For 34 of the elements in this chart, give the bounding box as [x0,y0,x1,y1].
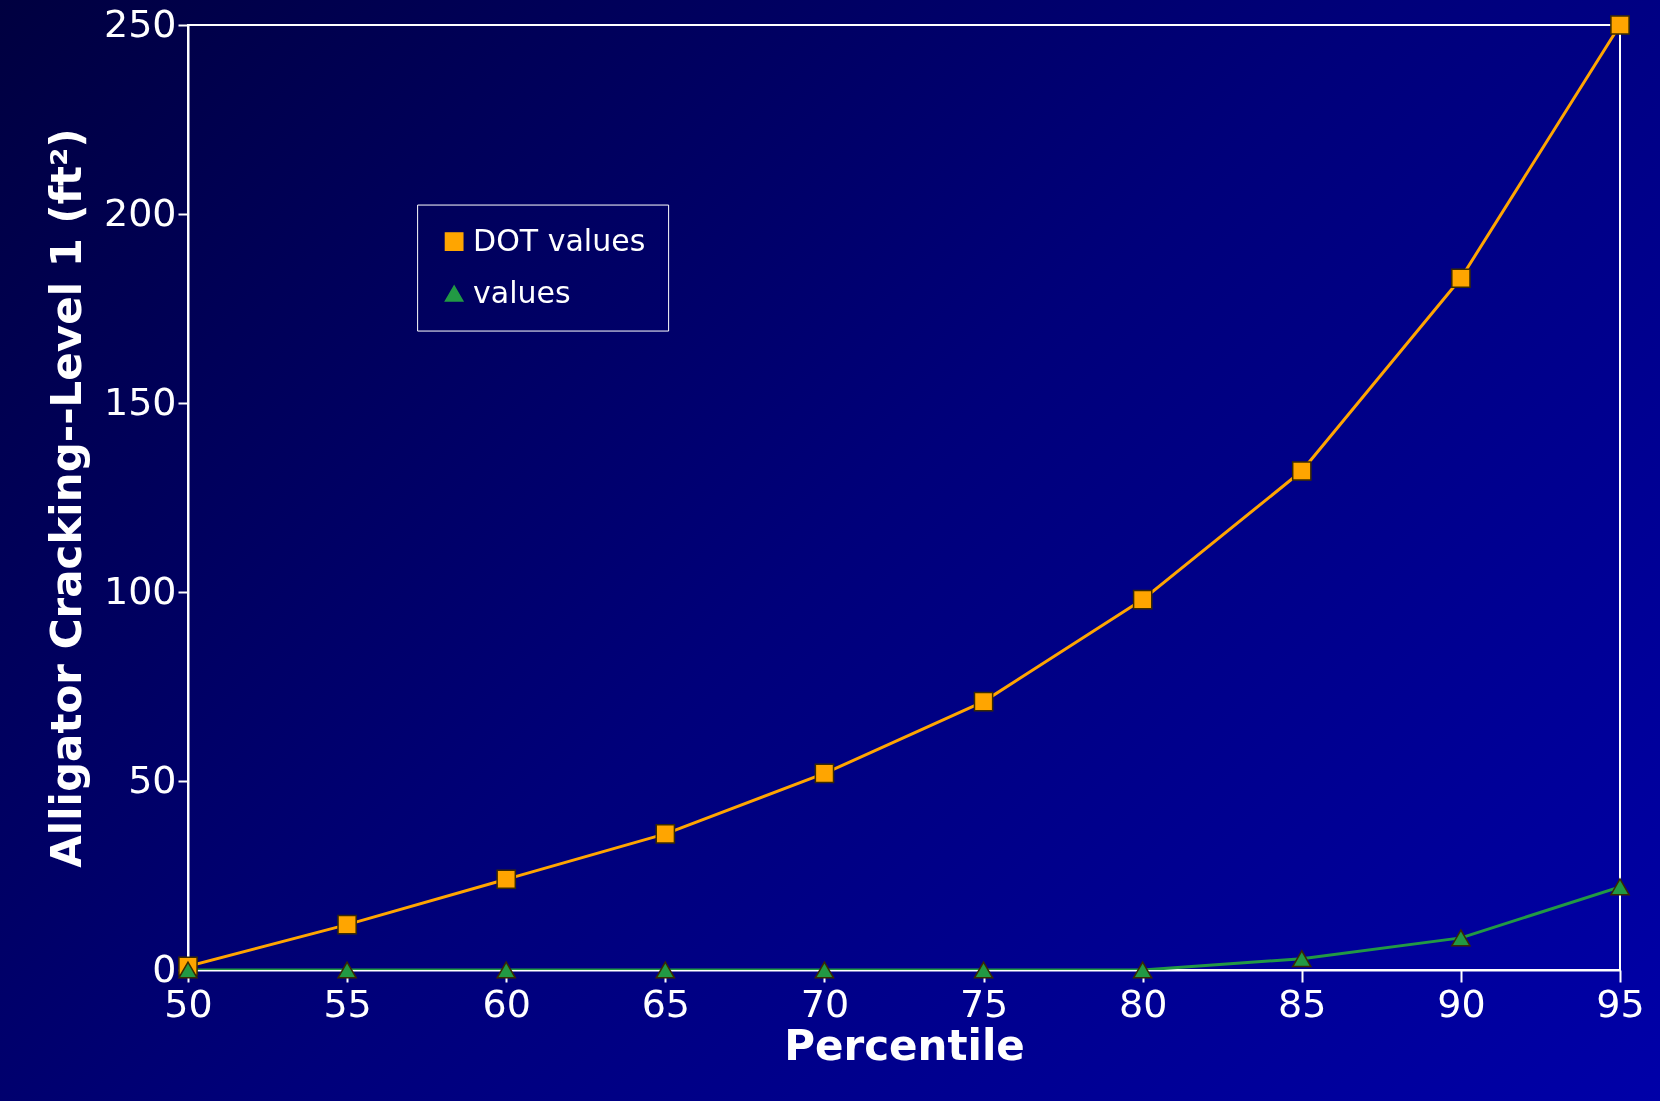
legend-label: DOT values [473,222,646,258]
point [814,961,835,979]
x-tick-label: 95 [1596,981,1645,1026]
x-tick-label: 60 [482,981,531,1026]
point [1451,929,1471,947]
x-tick-label: 80 [1118,981,1168,1026]
point [1132,961,1153,979]
point [496,869,517,890]
y-tick-label: 100 [103,568,177,613]
point [655,824,676,844]
y-tick-label: 250 [103,1,177,46]
y-tick-label: 50 [128,757,177,802]
point [1132,589,1153,610]
point [337,961,357,979]
point [655,961,676,979]
y-axis-title: Alligator Cracking--Level 1 (ft²) [41,128,91,868]
x-tick-label: 90 [1437,981,1486,1026]
point [1451,268,1471,289]
y-tick-label: 200 [103,190,177,235]
x-tick-label: 55 [323,981,372,1026]
point [814,763,835,784]
point [496,961,517,979]
point [1610,878,1630,896]
point [1291,461,1312,481]
y-tick-label: 0 [152,946,177,991]
y-tick-label: 150 [103,379,177,424]
point [973,691,994,712]
point [1610,15,1630,35]
x-tick-label: 65 [641,981,691,1026]
point [973,961,994,979]
point [1291,950,1312,968]
point [337,914,357,935]
legend-label: values [473,274,571,310]
x-tick-label: 85 [1278,981,1327,1026]
